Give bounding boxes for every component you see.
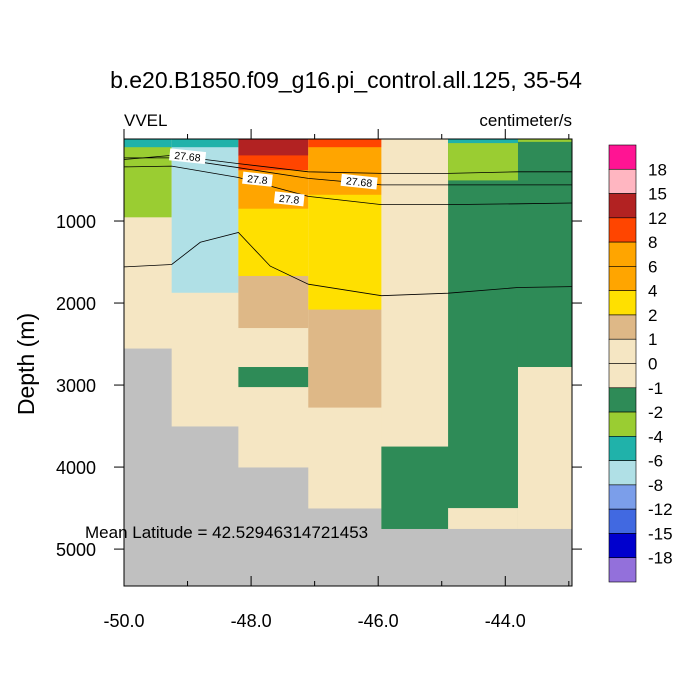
colorbar-box-5 [608,266,637,291]
plot-frame [123,138,573,587]
chart-title: b.e20.B1850.f09_g16.pi_control.all.125, … [110,67,582,93]
units-label: centimeter/s [479,111,572,130]
contour-label-1: 27.8 [247,173,269,187]
velocity-cell-21 [448,139,519,529]
contour-label-box-3 [273,191,305,207]
y-tick-label-4: 5000 [56,540,96,560]
colorbar-box-14 [608,484,637,510]
velocity-cell-12 [238,275,309,329]
velocity-cell-18 [308,309,382,408]
colorbar-label-16: -18 [648,549,673,568]
colorbar-label-8: 0 [648,355,657,374]
colorbar-label-12: -6 [648,452,663,471]
colorbar-box-9 [608,363,637,389]
colorbar-label-2: 12 [648,209,667,228]
colorbar-box-0 [608,144,637,170]
contour-label-2: 27.68 [345,175,373,190]
colorbar-label-10: -2 [648,403,663,422]
x-tick-label-3: -44.0 [485,611,526,631]
colorbar-box-13 [608,460,637,486]
colorbar-label-3: 8 [648,233,657,252]
contour-label-box-2 [340,173,378,190]
colorbar-box-4 [608,241,637,267]
y-tick-label-3: 4000 [56,458,96,478]
mean-latitude-annotation: Mean Latitude = 42.52946314721453 [85,523,368,542]
colorbar-label-1: 15 [648,185,667,204]
x-tick-label-0: -50.0 [103,611,144,631]
colorbar-box-12 [608,436,637,461]
plot-axes: -50.0 -48.0 -46.0 -44.0 1000 2000 3000 4000 5000 [56,129,582,631]
contour-27.8 [123,165,573,206]
velocity-cell-22 [448,139,519,144]
velocity-cell-26 [517,139,573,142]
colorbar-box-8 [608,338,637,364]
velocity-cell-27 [517,367,573,529]
colorbar-label-5: 4 [648,282,657,301]
contour-labels: 27.68 27.8 27.68 27.8 [169,148,378,207]
colorbar-box-6 [608,290,637,316]
colorbar-box-17 [608,557,637,583]
contour-label-box-0 [169,148,207,165]
velocity-cell-8 [238,139,309,156]
contour-label-3: 27.8 [278,193,300,207]
colorbar-label-4: 6 [648,257,657,276]
x-tick-label-1: -48.0 [231,611,272,631]
contour-deep [123,232,573,297]
velocity-cell-6 [171,147,239,293]
colorbar-box-2 [608,193,637,219]
colorbar-box-7 [608,314,637,340]
colorbar-label-14: -12 [648,500,673,519]
colorbar-box-1 [608,168,637,194]
y-tick-label-2: 3000 [56,376,96,396]
x-tick-label-2: -46.0 [358,611,399,631]
colorbar-label-9: -1 [648,379,663,398]
colorbar-label-11: -4 [648,427,663,446]
y-tick-label-0: 1000 [56,212,96,232]
colorbar-label-13: -8 [648,476,663,495]
y-tick-label-1: 2000 [56,294,96,314]
velocity-cell-23 [448,143,519,181]
colorbar-label-0: 18 [648,160,667,179]
variable-label: VVEL [124,111,167,130]
colorbar-box-10 [608,387,637,413]
velocity-cell-9 [238,155,309,171]
colorbar-box-15 [608,508,637,534]
colorbar: 18 15 12 8 6 4 2 1 0 -1 -2 -4 -6 -8 -12 -15 -18 [608,144,673,583]
colorbar-label-7: 1 [648,330,657,349]
colorbar-box-16 [608,533,637,559]
velocity-cell-15 [308,139,382,148]
contour-label-box-1 [242,171,273,187]
velocity-cell-24 [448,508,519,529]
colorbar-box-11 [608,411,637,437]
contour-label-0: 27.68 [174,150,202,165]
colorbar-label-15: -15 [648,524,673,543]
velocity-cell-20 [381,446,449,529]
velocity-cell-5 [171,139,239,148]
velocity-cell-13 [238,367,309,388]
y-axis-label: Depth (m) [13,313,39,415]
velocity-cell-17 [308,194,382,310]
colorbar-box-3 [608,217,637,243]
colorbar-label-6: 2 [648,306,657,325]
velocity-cell-2 [124,139,173,148]
velocity-cell-11 [238,208,309,277]
heatmap-cells [124,139,573,587]
